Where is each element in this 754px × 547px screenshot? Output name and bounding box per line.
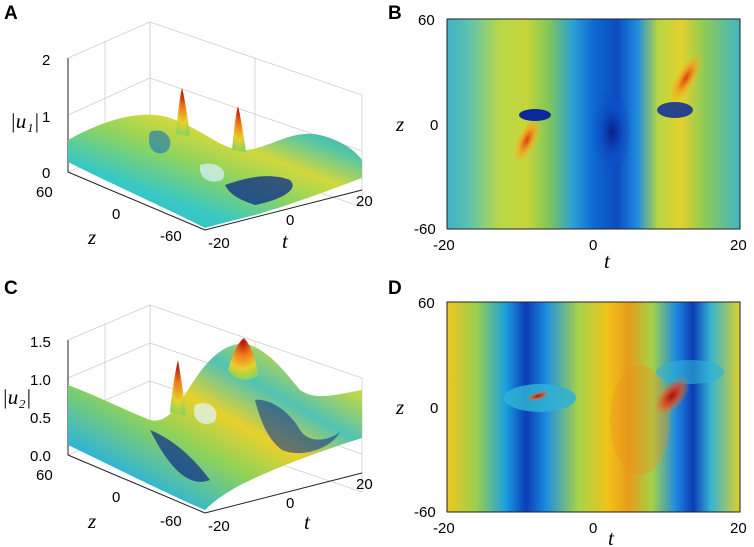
tick-label: 20 (730, 237, 747, 254)
tick-label: 1.0 (30, 372, 51, 389)
tick-label: 0.0 (30, 448, 51, 465)
x-axis-label: t (604, 249, 611, 273)
panel-a-axes-box (67, 21, 363, 231)
tick-label: -20 (208, 518, 230, 535)
tick-label: -20 (433, 237, 455, 254)
tick-label: 0 (430, 400, 438, 417)
panel-letter-c: C (4, 278, 18, 299)
y-axis-label: z (395, 395, 404, 419)
tick-label: 0 (430, 117, 438, 134)
tick-label: 2 (42, 52, 50, 69)
tick-label: 20 (356, 476, 373, 493)
panel-letter-d: D (388, 278, 402, 299)
tick-label: 0 (589, 520, 597, 537)
x-axis-label: t (282, 229, 289, 253)
heatmap-d (447, 302, 740, 512)
panel-c: C 1.5 1.0 0.5 0.0 |u₂| 60 0 - (2, 278, 373, 535)
tick-label: 20 (730, 520, 747, 537)
panel-d: D 60 0 -60 z -20 0 20 t (388, 278, 747, 547)
x-axis-label: t (304, 510, 311, 534)
surface-a (68, 88, 362, 228)
tick-label: 1 (42, 109, 50, 126)
tick-label: 1.5 (30, 334, 51, 351)
tick-label: 0 (589, 237, 597, 254)
tick-label: 20 (356, 193, 373, 210)
tick-label: 0 (286, 212, 294, 229)
y-axis-label: z (395, 112, 404, 136)
panel-a: A 2 1 0 |u₁| 60 0 -60 z (4, 3, 373, 253)
surface-c (68, 338, 362, 510)
tick-label: 0 (42, 165, 50, 182)
tick-label: -60 (414, 221, 436, 238)
y-axis-label: z (87, 509, 96, 533)
panel-b: B 60 0 -60 z -20 0 20 t (388, 3, 747, 273)
tick-label: 0.5 (30, 410, 51, 427)
tick-label: -20 (433, 520, 455, 537)
tick-label: 0 (112, 206, 120, 223)
tick-label: 60 (418, 12, 435, 29)
z-axis-label: |u₂| (2, 385, 31, 409)
tick-label: 60 (36, 467, 53, 484)
panel-letter-a: A (4, 3, 18, 24)
panel-letter-b: B (388, 3, 402, 24)
tick-label: -60 (414, 504, 436, 521)
x-axis-label: t (608, 526, 615, 547)
tick-label: 60 (418, 295, 435, 312)
tick-label: -20 (208, 235, 230, 252)
tick-label: 0 (112, 489, 120, 506)
z-axis-label: |u₁| (10, 109, 39, 133)
tick-label: 0 (286, 495, 294, 512)
tick-label: -60 (160, 513, 182, 530)
tick-label: 60 (36, 184, 53, 201)
tick-label: -60 (160, 228, 182, 245)
y-axis-label: z (87, 225, 96, 249)
heatmap-b (447, 19, 740, 229)
